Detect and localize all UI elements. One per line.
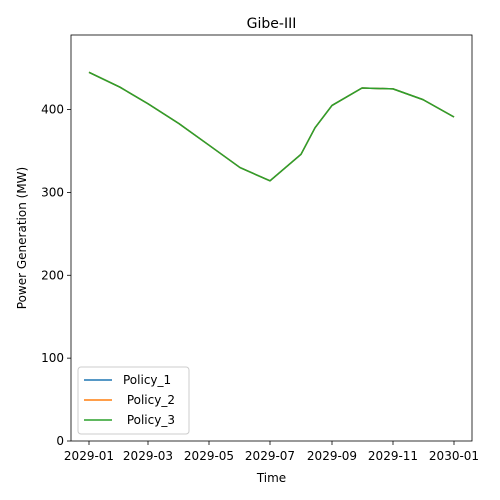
chart-title: Gibe-III <box>247 16 297 32</box>
legend-label-3: Policy_3 <box>123 413 175 427</box>
x-tick-label: 2029-05 <box>184 449 234 463</box>
x-tick-label: 2029-03 <box>123 449 173 463</box>
legend-label-1: Policy_1 <box>123 373 171 387</box>
x-tick-label: 2029-07 <box>245 449 295 463</box>
y-tick-label: 0 <box>56 434 64 448</box>
x-tick-label: 2030-01 <box>429 449 479 463</box>
plot-area: 0 100 200 300 400 2029-01 2029-03 2029-05 2029-0… <box>41 34 479 463</box>
x-tick-label: 2029-11 <box>368 449 418 463</box>
x-tick-label: 2029-09 <box>307 449 357 463</box>
x-axis-label: Time <box>256 471 286 485</box>
axes-frame <box>70 34 473 442</box>
y-tick-label: 100 <box>41 351 64 365</box>
y-tick-label: 200 <box>41 268 64 282</box>
series-line-3 <box>88 71 455 182</box>
legend-box <box>77 366 190 435</box>
legend: Policy_1 Policy_2 Policy_3 <box>77 366 190 435</box>
legend-label-2: Policy_2 <box>123 393 175 407</box>
x-tick-label: 2029-01 <box>64 449 114 463</box>
y-tick-label: 400 <box>41 103 64 117</box>
y-tick-label: 300 <box>41 185 64 199</box>
y-axis-label: Power Generation (MW) <box>15 167 29 309</box>
